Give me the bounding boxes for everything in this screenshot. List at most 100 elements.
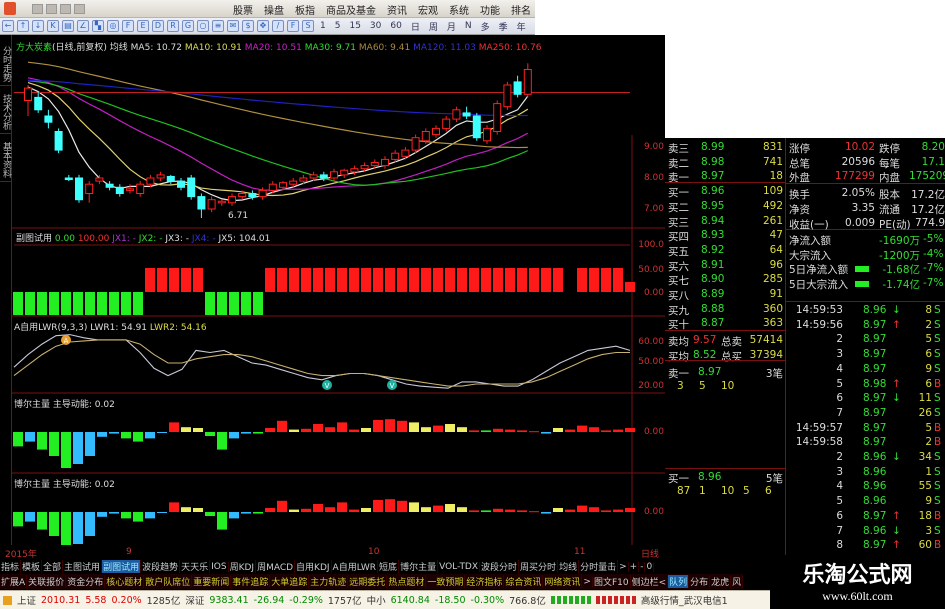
toolbar-tool-icon[interactable]: ∠ — [77, 20, 89, 32]
info-tab[interactable]: 远期委托 — [348, 575, 388, 588]
indicator-tab[interactable]: 短底 — [378, 560, 400, 573]
toolbar-tool-icon[interactable]: $ — [242, 20, 254, 32]
menu-item[interactable]: 板指 — [295, 6, 315, 17]
toolbar-tool-icon[interactable]: ↓ — [32, 20, 44, 32]
toolbar-tool-icon[interactable]: / — [272, 20, 284, 32]
period-button[interactable]: 年 — [516, 22, 526, 33]
menu-item[interactable]: 系统 — [449, 6, 469, 17]
period-button[interactable]: 30 — [369, 21, 382, 31]
indicator-tab[interactable]: 波段趋势 — [141, 560, 181, 573]
indicator-tab[interactable]: 指标 — [0, 560, 22, 573]
indicator-tab[interactable]: 周KDJ — [229, 560, 257, 573]
market-icon[interactable] — [3, 595, 12, 605]
toolbar-tool-icon[interactable]: D — [152, 20, 164, 32]
info-tab[interactable]: 散户队席位 — [144, 575, 193, 588]
toolbar-tool-icon[interactable]: F — [287, 20, 299, 32]
info-tab[interactable]: 主力轨迹 — [309, 575, 349, 588]
info-tab[interactable]: 图文F10 — [593, 575, 631, 588]
info-tab[interactable]: 关联报价 — [27, 575, 67, 588]
server-status[interactable]: 高级行情_武汉电信1 — [640, 596, 728, 607]
side-tab[interactable]: 基本资料 — [0, 139, 12, 182]
indicator-tab[interactable]: > — [619, 561, 629, 572]
toolbar-tool-icon[interactable]: G — [182, 20, 194, 32]
period-button[interactable]: N — [464, 21, 472, 31]
period-button[interactable]: 多 — [480, 22, 490, 33]
toolbar-tool-icon[interactable]: ▤ — [62, 20, 74, 32]
indicator-tab[interactable]: 全部 — [42, 560, 64, 573]
window-button-icon[interactable] — [32, 4, 43, 14]
indicator-tab[interactable]: 均线 — [558, 560, 580, 573]
toolbar-tool-icon[interactable]: ≡ — [212, 20, 224, 32]
indicator-tab[interactable]: 分时量击 — [579, 560, 619, 573]
toolbar-tool-icon[interactable]: K — [47, 20, 59, 32]
indicator-tab[interactable]: 周MACD — [256, 560, 296, 573]
indicator-tab[interactable]: 博尔主量 — [399, 560, 439, 573]
menu-item[interactable]: 宏观 — [418, 6, 438, 17]
side-tab[interactable]: 技术分析 — [0, 91, 12, 134]
period-button[interactable]: 15 — [349, 21, 361, 31]
indicator-tab[interactable]: 主图试用 — [63, 560, 103, 573]
period-button[interactable]: 60 — [390, 21, 402, 31]
index-sh-field[interactable]: 上证 — [17, 596, 37, 607]
info-tab[interactable]: 热点题材 — [387, 575, 427, 588]
kline-chart-area[interactable]: A V V — [0, 35, 665, 545]
zoom-control-button[interactable]: 0 — [646, 561, 655, 572]
menu-item[interactable]: 排名 — [511, 6, 531, 17]
info-tab[interactable]: 综合资讯 — [504, 575, 544, 588]
indicator-tab[interactable]: IOS — [211, 561, 229, 572]
period-button[interactable]: 1 — [320, 21, 326, 31]
indicator-tab[interactable]: A自用LWR — [332, 560, 379, 573]
period-button[interactable]: 月 — [446, 22, 456, 33]
zoom-control-button[interactable]: - — [640, 561, 646, 572]
info-tab[interactable]: 一致预期 — [426, 575, 466, 588]
toolbar-tool-icon[interactable]: ○ — [197, 20, 209, 32]
index-sz-field[interactable]: 深证 — [185, 596, 205, 607]
indicator-tab[interactable]: VOL-TDX — [439, 561, 481, 572]
toolbar-tool-icon[interactable]: ✥ — [257, 20, 269, 32]
toolbar-tool-icon[interactable]: E — [137, 20, 149, 32]
info-tab[interactable]: 资金分布 — [66, 575, 106, 588]
menu-item[interactable]: 资讯 — [387, 6, 407, 17]
info-tab[interactable]: 龙虎 — [710, 575, 732, 588]
indicator-tab[interactable]: 模板 — [21, 560, 43, 573]
toolbar-tool-icon[interactable]: F — [122, 20, 134, 32]
index-zx-field[interactable]: 中小 — [366, 596, 386, 607]
indicator-tab[interactable]: 周买分时 — [519, 560, 559, 573]
info-tab[interactable]: 经济指标 — [465, 575, 505, 588]
info-tab[interactable]: 网络资讯 — [543, 575, 583, 588]
toolbar-tool-icon[interactable]: ← — [2, 20, 14, 32]
period-button[interactable]: 周 — [428, 22, 438, 33]
info-tab[interactable]: > — [583, 576, 593, 587]
indicator-tab[interactable]: 波段分时 — [480, 560, 520, 573]
side-tab[interactable]: 分时走势 — [0, 43, 12, 86]
info-tab[interactable]: 扩展A — [0, 575, 28, 588]
toolbar-tool-icon[interactable]: ✉ — [227, 20, 239, 32]
info-tab[interactable]: 风 — [731, 575, 744, 588]
indicator-tab[interactable]: 副图试用 — [102, 560, 142, 573]
info-tab[interactable]: 侧边栏< — [631, 575, 669, 588]
info-tab[interactable]: 队列 — [668, 575, 690, 588]
stock-name[interactable]: 方大炭素 — [16, 43, 53, 53]
info-tab[interactable]: 分布 — [689, 575, 711, 588]
zoom-control-button[interactable]: + — [629, 561, 640, 572]
info-tab[interactable]: 重要新闻 — [192, 575, 232, 588]
period-button[interactable]: 日 — [410, 22, 420, 33]
toolbar-tool-icon[interactable]: ▚ — [92, 20, 104, 32]
indicator-tab[interactable]: 自用KDJ — [295, 560, 332, 573]
menu-item[interactable]: 功能 — [480, 6, 500, 17]
info-tab[interactable]: 事件追踪 — [231, 575, 271, 588]
info-tab[interactable]: 大单追踪 — [270, 575, 310, 588]
toolbar-tool-icon[interactable]: S — [302, 20, 314, 32]
menu-item[interactable]: 股票 — [233, 6, 253, 17]
indicator-tab[interactable]: 天天乐 — [180, 560, 211, 573]
window-button-icon[interactable] — [46, 4, 57, 14]
toolbar-tool-icon[interactable]: ◎ — [107, 20, 119, 32]
period-button[interactable]: 5 — [334, 21, 341, 31]
toolbar-tool-icon[interactable]: ↑ — [17, 20, 29, 32]
menu-item[interactable]: 商品及基金 — [326, 6, 376, 17]
window-button-icon[interactable] — [74, 4, 85, 14]
info-tab[interactable]: 核心题材 — [105, 575, 145, 588]
period-button[interactable]: 季 — [498, 22, 508, 33]
menu-item[interactable]: 操盘 — [264, 6, 284, 17]
toolbar-tool-icon[interactable]: R — [167, 20, 179, 32]
